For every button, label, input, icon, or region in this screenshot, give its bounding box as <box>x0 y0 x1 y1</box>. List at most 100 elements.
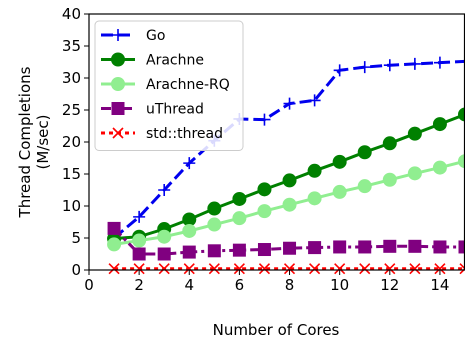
legend-item: Go <box>101 28 165 44</box>
data-point <box>308 241 322 255</box>
data-point <box>333 240 347 254</box>
data-point <box>132 247 146 261</box>
data-point <box>207 217 222 232</box>
y-tick-label: 5 <box>71 229 81 247</box>
data-point <box>257 182 272 197</box>
data-point <box>132 233 147 248</box>
data-point <box>309 263 321 275</box>
data-point <box>433 240 447 254</box>
data-point <box>258 263 271 275</box>
data-point <box>332 154 347 169</box>
data-point <box>358 61 371 74</box>
y-tick-label: 10 <box>62 197 81 215</box>
x-tick-label: 4 <box>184 276 194 294</box>
legend-item: Arachne <box>101 52 204 69</box>
data-point <box>332 184 347 199</box>
data-point <box>283 263 296 275</box>
data-point <box>407 166 422 181</box>
legend-box <box>94 20 244 151</box>
data-point <box>334 263 346 275</box>
axes: 0 2 4 6 8 10 12 14 0 5 10 15 20 25 30 35 40 <box>62 5 465 294</box>
y-tick-label: 25 <box>62 101 81 119</box>
data-point <box>358 240 372 254</box>
series-std-thread <box>108 263 465 275</box>
data-point <box>383 59 396 72</box>
data-point <box>458 240 465 254</box>
legend-label: uThread <box>146 102 204 118</box>
data-point <box>182 245 196 259</box>
data-point <box>307 191 322 206</box>
legend-item: Arachne-RQ <box>101 77 230 93</box>
data-point <box>257 204 272 219</box>
data-point <box>233 263 245 275</box>
data-point <box>283 241 297 255</box>
x-tick-label: 14 <box>430 276 449 294</box>
data-point <box>182 223 197 238</box>
data-point <box>307 163 322 178</box>
y-axis-label-line-1: Thread Completions <box>16 66 34 218</box>
data-point <box>107 237 122 252</box>
data-point <box>157 247 171 261</box>
y-tick-label: 30 <box>62 69 81 87</box>
x-axis-label: Number of Cores <box>213 321 340 339</box>
data-point <box>207 201 222 216</box>
y-tick-label: 40 <box>62 5 81 23</box>
data-point <box>407 126 422 141</box>
plot-area <box>107 55 465 275</box>
data-point <box>357 145 372 160</box>
data-point <box>183 263 195 275</box>
y-axis-label-line-2: (M/sec) <box>34 115 52 170</box>
data-point <box>232 191 247 206</box>
data-point <box>258 113 271 126</box>
data-point <box>257 243 271 257</box>
data-point <box>158 184 171 196</box>
data-point <box>434 263 446 275</box>
y-tick-label: 35 <box>62 37 81 55</box>
data-point <box>107 221 121 235</box>
data-point <box>458 154 465 169</box>
series-line <box>113 227 465 256</box>
data-point <box>458 107 465 122</box>
legend-marker <box>112 29 124 41</box>
y-tick-label: 0 <box>71 261 81 279</box>
data-point <box>133 210 146 223</box>
data-point <box>183 157 196 170</box>
data-point <box>433 56 446 69</box>
data-point <box>359 263 371 275</box>
legend-item: uThread <box>101 102 204 118</box>
data-point <box>408 239 422 253</box>
data-point <box>282 197 297 212</box>
data-point <box>382 172 397 187</box>
x-tick-label: 10 <box>330 276 349 294</box>
x-tick-label: 2 <box>134 276 144 294</box>
y-tick-label: 15 <box>62 165 81 183</box>
data-point <box>384 263 396 275</box>
data-point <box>232 243 246 257</box>
data-point <box>432 117 447 132</box>
data-point <box>383 239 397 253</box>
legend-marker <box>111 77 125 91</box>
data-point <box>232 211 247 226</box>
x-tick-label: 6 <box>235 276 245 294</box>
data-point <box>459 55 465 68</box>
data-point <box>108 263 120 275</box>
legend-marker <box>112 127 124 139</box>
legend-label: Go <box>146 28 165 44</box>
x-tick-label: 8 <box>285 276 295 294</box>
data-point <box>133 263 145 275</box>
legend-label: Arachne <box>146 53 204 69</box>
data-point <box>158 263 170 275</box>
x-tick-label: 12 <box>380 276 399 294</box>
data-point <box>283 97 296 110</box>
data-point <box>157 229 172 244</box>
x-tick-label: 0 <box>84 276 94 294</box>
legend-item: std::thread <box>101 126 223 142</box>
data-point <box>432 160 447 175</box>
y-tick-label: 20 <box>62 133 81 151</box>
data-point <box>382 136 397 151</box>
data-point <box>208 263 220 275</box>
data-point <box>459 263 465 275</box>
legend-label: Arachne-RQ <box>146 77 230 93</box>
